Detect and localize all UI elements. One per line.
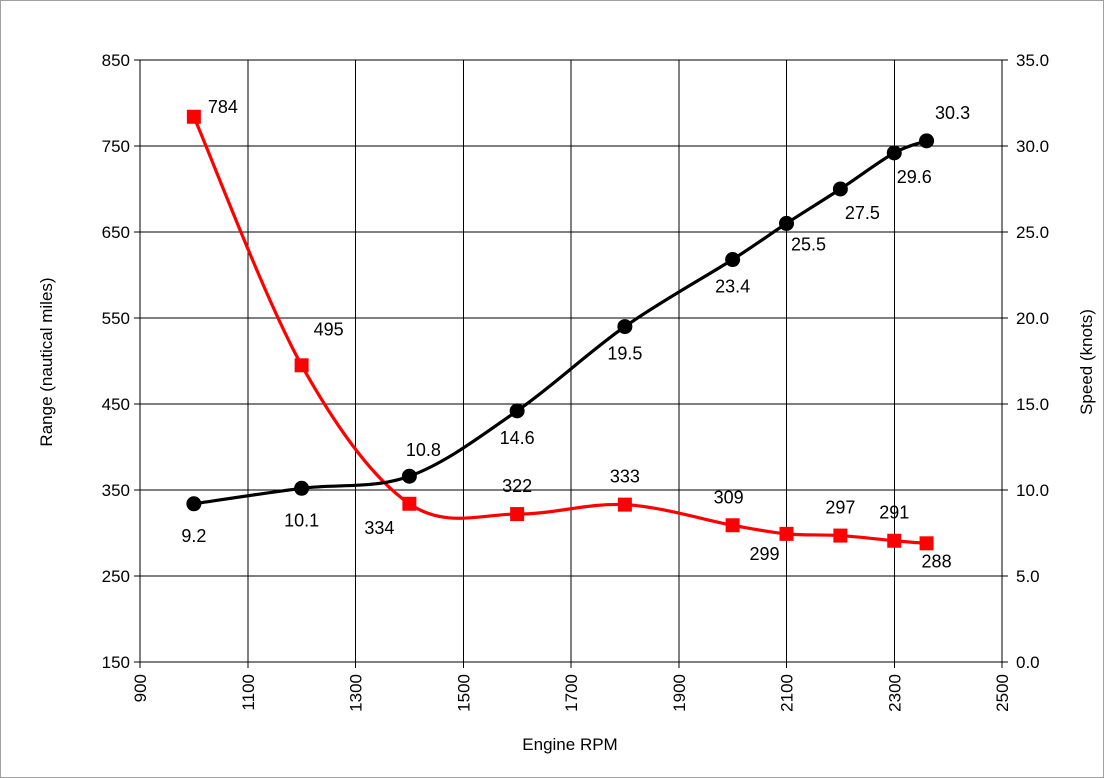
y-axis-left-title: Range (nautical miles) <box>37 277 56 446</box>
y-left-tick-label: 650 <box>102 223 130 242</box>
range-point <box>294 358 309 373</box>
speed-point <box>401 468 417 484</box>
speed-data-label: 29.6 <box>897 167 932 187</box>
speed-point <box>886 145 902 161</box>
speed-data-label: 27.5 <box>845 203 880 223</box>
speed-point <box>617 319 633 335</box>
x-tick-label: 2500 <box>993 674 1012 712</box>
y-left-tick-label: 150 <box>102 653 130 672</box>
x-tick-label: 1700 <box>562 674 581 712</box>
speed-point <box>294 480 310 496</box>
x-tick-label: 1900 <box>670 674 689 712</box>
y-left-tick-label: 350 <box>102 481 130 500</box>
range-point <box>725 518 740 533</box>
range-data-label: 309 <box>714 487 744 507</box>
range-series-line <box>192 116 927 545</box>
range-point <box>510 507 525 522</box>
speed-point <box>779 215 794 231</box>
range-point <box>887 533 902 548</box>
range-data-label: 322 <box>502 476 532 496</box>
y-right-tick-label: 30.0 <box>1016 137 1049 156</box>
data-labels: 784 495 334 322 333 309 299 297 291 288 9.2 10.1 10.… <box>181 97 970 572</box>
x-tick-label: 1300 <box>347 674 366 712</box>
speed-point <box>509 403 525 419</box>
range-data-label: 288 <box>922 551 952 571</box>
x-tick-label: 1500 <box>454 674 473 712</box>
speed-series-line <box>193 139 928 506</box>
range-data-label: 297 <box>825 498 855 518</box>
speed-data-label: 23.4 <box>715 277 750 297</box>
x-axis-title: Engine RPM <box>522 735 617 754</box>
speed-data-label: 25.5 <box>791 234 826 254</box>
y-right-tick-label: 35.0 <box>1016 51 1049 70</box>
gridlines <box>139 59 1003 663</box>
range-point <box>779 526 794 541</box>
y-right-tick-label: 0.0 <box>1016 653 1040 672</box>
speed-data-label: 30.3 <box>935 103 970 123</box>
y-left-tick-label: 850 <box>102 51 130 70</box>
speed-data-label: 14.6 <box>500 428 535 448</box>
range-data-label: 495 <box>314 319 344 339</box>
range-data-label: 784 <box>208 97 238 117</box>
x-tick-label: 2100 <box>778 674 797 712</box>
y-left-tick-label: 250 <box>102 567 130 586</box>
series <box>186 109 935 551</box>
y-right-tick-label: 15.0 <box>1016 395 1049 414</box>
y-axis-right-title: Speed (knots) <box>1077 309 1096 415</box>
y-right-tick-label: 25.0 <box>1016 223 1049 242</box>
y-left-tick-label: 550 <box>102 309 130 328</box>
range-data-label: 333 <box>610 467 640 487</box>
plot-area-border <box>139 59 1003 663</box>
speed-point <box>832 181 848 197</box>
range-data-label: 334 <box>364 518 394 538</box>
speed-point <box>919 133 935 149</box>
axes <box>134 59 1008 668</box>
x-tick-label: 1100 <box>239 674 258 711</box>
speed-point <box>725 252 741 268</box>
y-right-tick-label: 5.0 <box>1016 567 1040 586</box>
y-left-tick-label: 750 <box>102 137 130 156</box>
speed-data-label: 10.8 <box>406 440 441 460</box>
speed-data-label: 10.1 <box>284 510 319 530</box>
range-point <box>617 497 632 512</box>
y-right-tick-label: 10.0 <box>1016 481 1049 500</box>
tick-labels: 900 1100 1300 1500 1700 1900 2100 2300 2500 150 25… <box>102 51 1049 712</box>
range-point <box>833 528 848 543</box>
range-point <box>919 536 934 551</box>
range-data-label: 299 <box>749 544 779 564</box>
x-tick-label: 2300 <box>885 674 904 712</box>
range-point <box>186 109 201 124</box>
range-data-label: 291 <box>879 503 909 523</box>
y-left-tick-label: 450 <box>102 395 130 414</box>
speed-point <box>186 496 202 512</box>
x-tick-label: 900 <box>131 674 150 702</box>
speed-data-label: 19.5 <box>607 344 642 364</box>
range-point <box>402 496 417 511</box>
speed-data-label: 9.2 <box>181 526 206 546</box>
y-right-tick-label: 20.0 <box>1016 309 1049 328</box>
